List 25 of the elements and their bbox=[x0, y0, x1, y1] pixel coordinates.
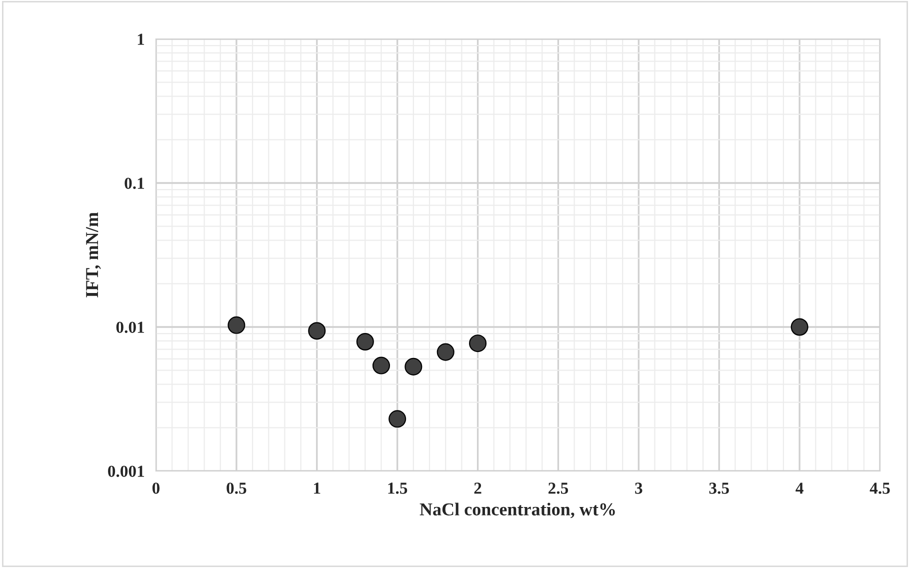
x-tick-label: 2 bbox=[474, 482, 482, 494]
y-tick-label: 0.1 bbox=[124, 178, 144, 190]
point bbox=[436, 343, 454, 361]
y-axis-title: IFT, mN/m bbox=[86, 212, 101, 298]
point bbox=[308, 322, 326, 340]
y-tick-label: 0.01 bbox=[116, 322, 144, 334]
y-tick-label: 1 bbox=[138, 34, 144, 45]
y-tick-label: 0.001 bbox=[108, 466, 144, 478]
x-tick-label: 0.5 bbox=[226, 482, 246, 494]
x-tick-label: 1.5 bbox=[388, 482, 408, 494]
x-tick-label: 0 bbox=[152, 482, 160, 494]
x-axis-title: NaCl concentration, wt% bbox=[420, 502, 615, 518]
x-tick-label: 4 bbox=[796, 482, 804, 494]
point bbox=[356, 332, 374, 351]
x-tick-label: 3.5 bbox=[709, 482, 729, 494]
point bbox=[790, 318, 808, 336]
point bbox=[404, 358, 422, 376]
point bbox=[388, 410, 406, 428]
point bbox=[372, 356, 390, 374]
point bbox=[469, 334, 487, 352]
point bbox=[228, 316, 246, 334]
x-tick-label: 1 bbox=[314, 482, 320, 494]
x-tick-label: 3 bbox=[635, 482, 642, 494]
x-tick-label: 4.5 bbox=[870, 482, 890, 494]
x-tick-label: 2.5 bbox=[548, 482, 568, 494]
